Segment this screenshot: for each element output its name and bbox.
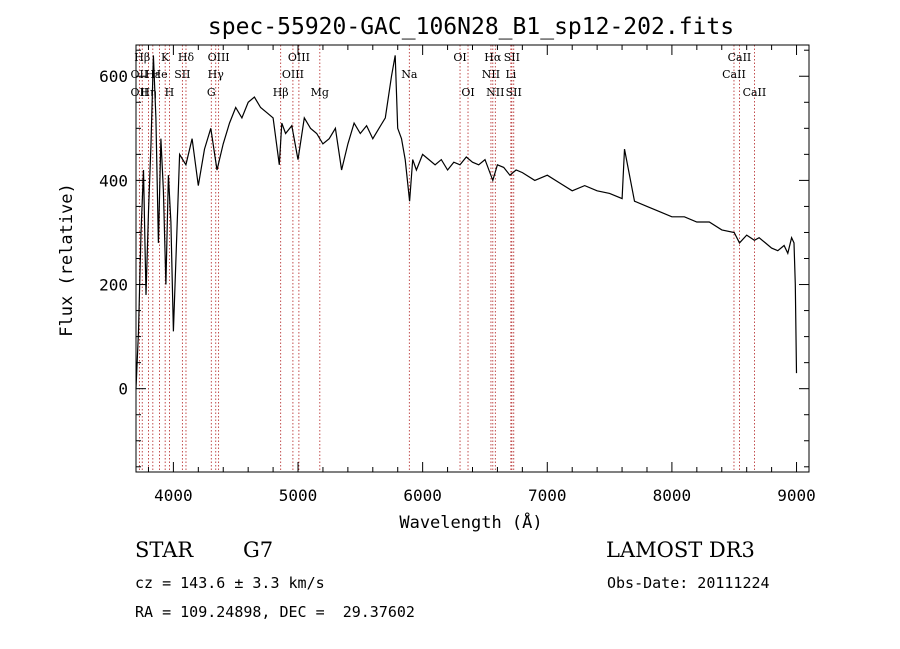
spectral-line-label: CaII bbox=[743, 86, 767, 99]
x-axis-label: Wavelength (Å) bbox=[399, 511, 542, 533]
object-subclass: G7 bbox=[243, 538, 274, 562]
redshift-velocity: cz = 143.6 ± 3.3 km/s bbox=[135, 574, 325, 592]
spectral-line-markers bbox=[138, 45, 755, 472]
x-tick-label: 9000 bbox=[777, 486, 816, 505]
spectral-line-label: Hβ bbox=[134, 51, 150, 64]
spectral-line-label: SII bbox=[174, 68, 190, 81]
y-tick-label: 600 bbox=[99, 67, 128, 86]
spectral-line-label: Mg bbox=[311, 86, 329, 99]
spectral-line-label: OIII bbox=[208, 51, 230, 64]
object-class: STAR bbox=[135, 538, 194, 562]
spectral-line-label: OII bbox=[131, 68, 149, 81]
spectral-line-label: Hα bbox=[484, 51, 502, 64]
spectral-line-label: Hβ bbox=[273, 86, 289, 99]
spectral-line-label: G bbox=[207, 86, 216, 99]
spectral-line-label: SII bbox=[504, 51, 520, 64]
observation-date: Obs-Date: 20111224 bbox=[607, 574, 770, 592]
y-tick-labels: 0 200 400 600 bbox=[99, 67, 128, 398]
axis-ticks bbox=[136, 45, 809, 472]
x-tick-label: 6000 bbox=[403, 486, 442, 505]
spectral-line-label: OII bbox=[131, 86, 149, 99]
spectral-line-label: OI bbox=[461, 86, 474, 99]
spectrum-series-line bbox=[135, 55, 798, 389]
spectral-line-label: OIII bbox=[282, 68, 304, 81]
spectral-line-label: Li bbox=[505, 68, 516, 81]
spectral-line-label: Na bbox=[401, 68, 418, 81]
y-axis-label: Flux (relative) bbox=[57, 183, 77, 337]
spectral-line-label: Hγ bbox=[208, 68, 225, 81]
x-tick-label: 4000 bbox=[154, 486, 193, 505]
spectral-line-label: H bbox=[165, 86, 175, 99]
x-tick-label: 7000 bbox=[528, 486, 567, 505]
spectral-line-label: CaII bbox=[728, 51, 752, 64]
spectral-line-label: OI bbox=[453, 51, 466, 64]
sky-coordinates: RA = 109.24898, DEC = 29.37602 bbox=[135, 603, 415, 621]
survey-label: LAMOST DR3 bbox=[606, 538, 755, 562]
spectral-line-label: NII bbox=[486, 86, 504, 99]
spectral-line-label: K bbox=[161, 51, 170, 64]
y-tick-label: 0 bbox=[118, 380, 128, 399]
x-tick-label: 8000 bbox=[653, 486, 692, 505]
x-tick-label: 5000 bbox=[279, 486, 318, 505]
y-tick-label: 400 bbox=[99, 171, 128, 190]
x-tick-labels: 4000 5000 6000 7000 8000 9000 bbox=[154, 486, 816, 505]
y-tick-label: 200 bbox=[99, 276, 128, 295]
spectral-line-label: CaII bbox=[722, 68, 746, 81]
spectral-line-label: OIII bbox=[288, 51, 310, 64]
spectral-line-label: He bbox=[152, 68, 168, 81]
spectral-line-label: Hδ bbox=[178, 51, 195, 64]
spectral-line-label: SII bbox=[506, 86, 522, 99]
spectral-line-label: NII bbox=[482, 68, 500, 81]
chart-title: spec-55920-GAC_106N28_B1_sp12-202.fits bbox=[208, 14, 734, 40]
